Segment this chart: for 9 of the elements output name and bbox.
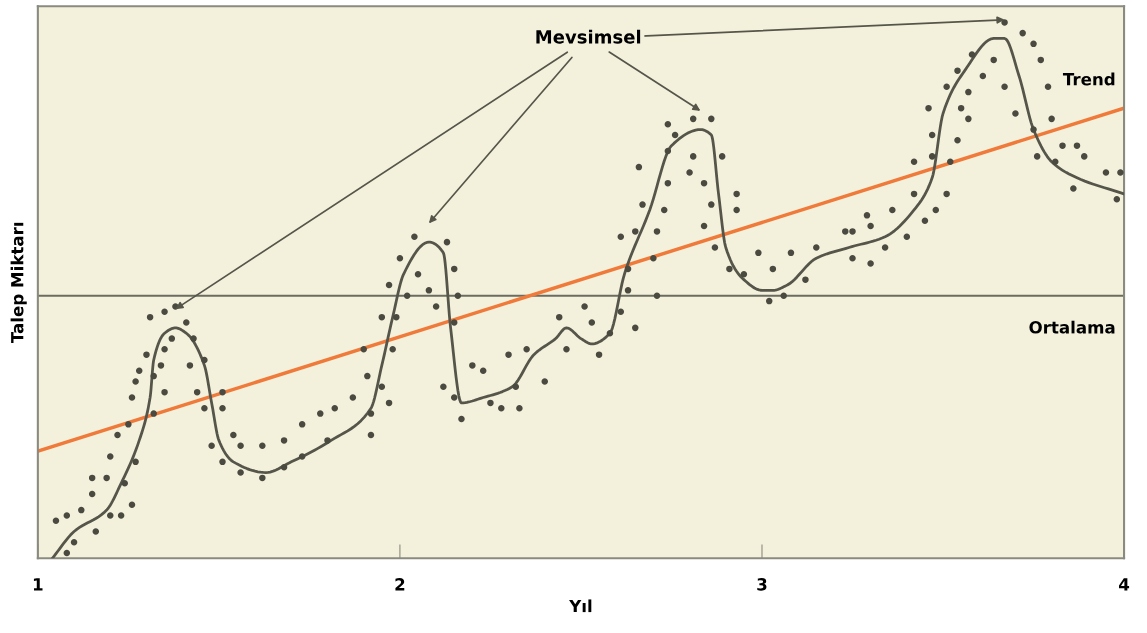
x-axis-title: Yıl xyxy=(569,599,592,613)
annotation: Mevsimsel xyxy=(536,29,641,44)
y-axis-title: Talep Miktarı xyxy=(10,222,27,344)
series-label: Trend xyxy=(1062,72,1115,86)
x-tick-label: 2 xyxy=(395,578,405,591)
x-tick-label: 4 xyxy=(1119,578,1130,591)
ref-line-label: Ortalama xyxy=(1029,320,1115,334)
x-tick-label: 1 xyxy=(33,578,43,591)
x-tick-label: 3 xyxy=(757,578,767,591)
